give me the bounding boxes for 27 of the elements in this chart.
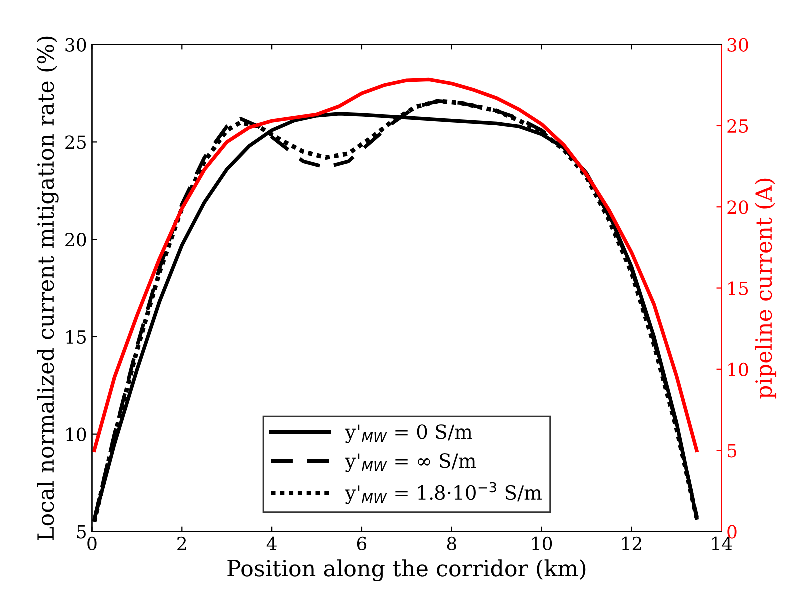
x-tick-label: 6 xyxy=(357,536,367,551)
y2-tick-label: 25 xyxy=(728,119,748,134)
y2-tick-label: 20 xyxy=(728,200,748,214)
x-tick-label: 2 xyxy=(178,536,186,550)
y2-tick-label: 30 xyxy=(728,38,748,52)
x-tick-label: 10 xyxy=(532,536,552,551)
legend-label: y'$_{MW}$ = 0 S/m xyxy=(345,424,472,444)
y2-tick-label: 5 xyxy=(728,444,737,458)
y-axis-title: Local normalized current mitigation rate (%) xyxy=(37,36,59,540)
y-tick-label: 5 xyxy=(77,525,86,539)
x-tick-label: 0 xyxy=(88,536,97,551)
y-tick-label: 15 xyxy=(66,330,86,344)
x-tick-label: 14 xyxy=(712,536,732,550)
legend-label: y'$_{MW}$ = 1.8·10$^{−3}$ S/m xyxy=(345,482,542,504)
x-tick-label: 8 xyxy=(447,536,456,551)
y2-tick-label: 0 xyxy=(728,525,737,539)
legend-label: y'$_{MW}$ = ∞ S/m xyxy=(345,454,476,472)
y-tick-label: 20 xyxy=(66,233,86,247)
y-tick-label: 30 xyxy=(66,38,86,52)
y2-tick-label: 15 xyxy=(728,282,748,296)
x-tick-label: 4 xyxy=(266,536,277,550)
y-tick-label: 10 xyxy=(66,428,86,442)
y-tick-label: 25 xyxy=(66,136,86,150)
y2-axis-title: pipeline current (A) xyxy=(755,178,777,399)
y2-tick-label: 10 xyxy=(728,362,748,377)
x-tick-label: 12 xyxy=(622,536,642,550)
x-axis-title: Position along the corridor (km) xyxy=(228,560,586,582)
